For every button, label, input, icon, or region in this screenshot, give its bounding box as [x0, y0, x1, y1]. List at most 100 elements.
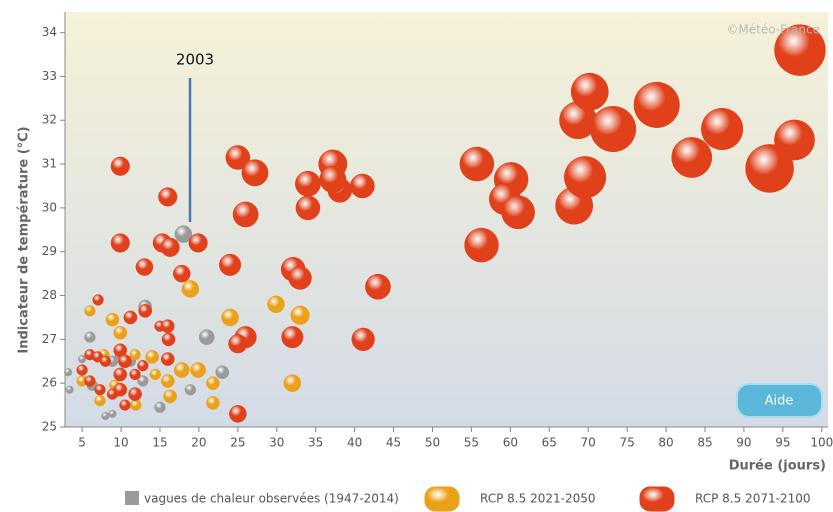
y-tick-label: 27 — [42, 332, 57, 346]
bubble — [745, 144, 794, 193]
bubble — [113, 325, 128, 340]
bubble — [145, 350, 160, 364]
x-tick-label: 90 — [736, 436, 751, 450]
bubble — [160, 374, 175, 388]
x-tick-label: 25 — [230, 436, 245, 450]
bubble — [701, 107, 744, 151]
bubble — [160, 319, 175, 334]
bubble — [181, 280, 200, 298]
bubble — [174, 225, 193, 243]
bubble — [190, 362, 206, 378]
bubble — [290, 305, 310, 325]
bubble — [319, 165, 347, 193]
bubble — [501, 195, 535, 230]
bubble — [130, 399, 142, 411]
bubble — [119, 399, 131, 411]
bubble — [219, 253, 242, 276]
bubble — [774, 24, 826, 76]
bubble — [198, 329, 215, 346]
bubble — [128, 387, 142, 401]
bubble — [633, 81, 680, 128]
x-tick-label: 15 — [152, 436, 167, 450]
plot-area — [65, 12, 828, 427]
bubble — [113, 367, 128, 382]
x-tick-label: 45 — [386, 436, 401, 450]
bubble — [295, 195, 321, 221]
bubble — [65, 385, 74, 394]
bubble — [138, 304, 153, 318]
bubble — [163, 389, 177, 404]
bubble — [184, 384, 196, 396]
bubble — [92, 294, 104, 306]
bubble — [135, 258, 154, 276]
bubble — [78, 355, 87, 364]
x-tick-label: 20 — [191, 436, 206, 450]
bubble — [564, 156, 607, 199]
legend-label: RCP 8.5 2071-2100 — [695, 492, 810, 506]
y-tick-label: 33 — [42, 69, 57, 83]
bubble — [84, 305, 96, 317]
bubble — [464, 227, 499, 263]
y-tick-label: 28 — [42, 288, 57, 302]
x-tick-label: 50 — [425, 436, 440, 450]
x-tick-label: 10 — [113, 436, 128, 450]
bubble — [228, 334, 248, 354]
bubble — [129, 368, 141, 381]
bubble — [108, 409, 117, 418]
button-bg[interactable] — [736, 383, 823, 418]
bubble — [267, 295, 285, 314]
legend-swatch — [424, 486, 460, 512]
x-tick-label: 85 — [697, 436, 712, 450]
x-tick-label: 70 — [581, 436, 596, 450]
bubble — [76, 364, 88, 376]
bubble — [281, 326, 304, 349]
x-tick-label: 30 — [269, 436, 284, 450]
bubble — [118, 354, 132, 369]
button-label[interactable]: Aide — [765, 394, 794, 409]
legend-swatch — [639, 486, 675, 512]
bubble — [295, 170, 321, 197]
bubble — [149, 368, 161, 381]
bubble — [232, 201, 259, 228]
bubble — [365, 273, 391, 300]
x-tick-label: 60 — [503, 436, 518, 450]
help-button[interactable]: Aide — [736, 383, 823, 418]
bubble — [570, 72, 609, 111]
x-tick-label: 35 — [308, 436, 323, 450]
legend: vagues de chaleur observées (1947-2014) R… — [125, 486, 810, 512]
bubble — [105, 312, 120, 327]
bubble — [161, 332, 176, 347]
legend-label: RCP 8.5 2021-2050 — [480, 492, 595, 506]
bubble — [64, 368, 73, 377]
bubble — [137, 375, 149, 387]
bubble — [84, 375, 96, 387]
x-tick-label: 65 — [542, 436, 557, 450]
x-tick-label: 75 — [619, 436, 634, 450]
bubble — [137, 360, 149, 372]
bubble — [188, 233, 208, 253]
annotation: 2003 — [176, 51, 214, 69]
bubble — [221, 308, 239, 327]
x-tick-label: 55 — [464, 436, 479, 450]
bubble — [84, 331, 96, 343]
bubble — [206, 396, 220, 410]
y-tick-label: 31 — [42, 157, 57, 171]
bubble — [123, 310, 138, 325]
legend-label: vagues de chaleur observées (1947-2014) — [144, 492, 399, 506]
y-tick-label: 34 — [42, 25, 57, 39]
bubble — [101, 411, 110, 421]
bubble — [288, 266, 312, 290]
bubble — [94, 384, 106, 396]
x-tick-label: 80 — [658, 436, 673, 450]
bubble — [94, 395, 106, 407]
x-tick-label: 40 — [347, 436, 362, 450]
y-tick-label: 26 — [42, 376, 57, 390]
bubble — [459, 146, 495, 182]
bubble — [106, 388, 119, 400]
x-tick-label: 5 — [78, 436, 86, 450]
y-tick-label: 25 — [42, 420, 57, 434]
bubble — [158, 187, 178, 207]
bubble — [351, 327, 375, 352]
bubbles — [64, 24, 826, 423]
